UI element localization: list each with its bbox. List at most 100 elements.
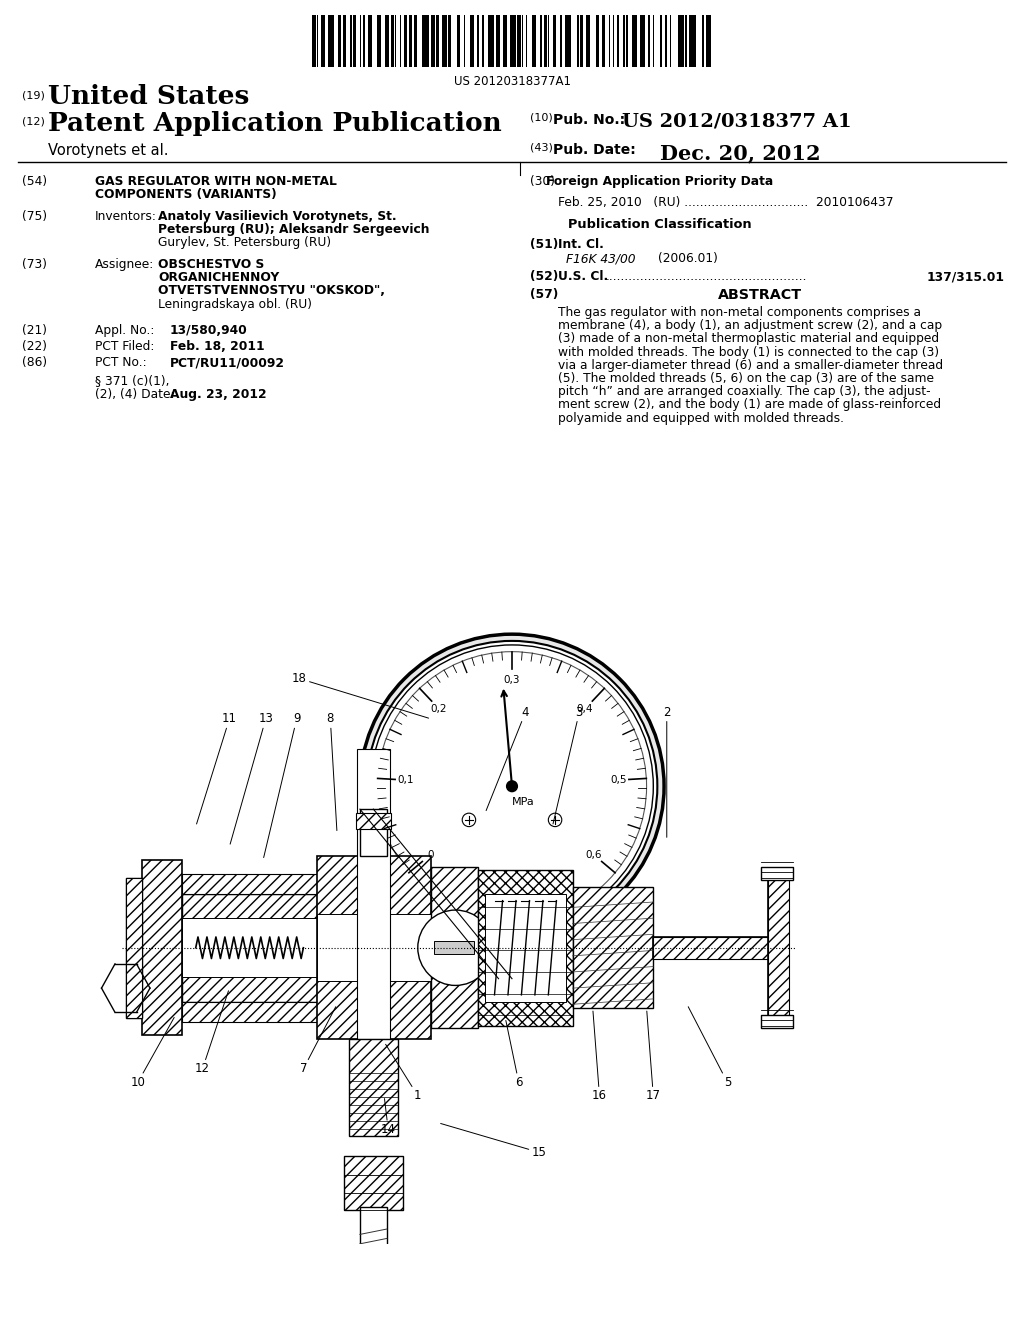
Bar [322, 15, 325, 67]
Text: § 371 (c)(1),: § 371 (c)(1), [95, 374, 170, 387]
Text: (30): (30) [530, 176, 555, 187]
Text: 1: 1 [386, 1044, 422, 1102]
Bar [393, 15, 395, 67]
Bar [431, 867, 478, 1028]
Circle shape [367, 642, 657, 932]
Bar [460, 15, 464, 67]
Text: 16: 16 [592, 1011, 607, 1102]
Bar [696, 15, 702, 67]
Text: 13: 13 [230, 713, 273, 843]
Bar [624, 15, 625, 67]
Text: 3: 3 [553, 706, 583, 824]
Text: (75): (75) [22, 210, 47, 223]
Bar [407, 15, 410, 67]
Text: 15: 15 [440, 1123, 547, 1159]
Bar [359, 1208, 387, 1304]
Bar [356, 813, 391, 829]
Text: Dec. 20, 2012: Dec. 20, 2012 [660, 143, 820, 162]
Text: F16K 43/00: F16K 43/00 [566, 252, 636, 265]
Text: Publication Classification: Publication Classification [568, 218, 752, 231]
Circle shape [462, 813, 476, 826]
Bar [372, 15, 377, 67]
Bar [685, 15, 687, 67]
Text: PCT No.:: PCT No.: [95, 356, 146, 370]
Bar [523, 15, 526, 67]
Text: PCT/RU11/00092: PCT/RU11/00092 [170, 356, 285, 370]
Bar [361, 15, 362, 67]
Text: GAS REGULATOR WITH NON-METAL: GAS REGULATOR WITH NON-METAL [95, 176, 337, 187]
Bar [586, 15, 590, 67]
Text: (3) made of a non-metal thermoplastic material and equipped: (3) made of a non-metal thermoplastic ma… [558, 333, 939, 346]
Text: 4: 4 [486, 706, 529, 810]
Text: 0,3: 0,3 [504, 675, 520, 685]
Bar [352, 1300, 395, 1320]
Bar [436, 15, 439, 67]
Bar [381, 15, 385, 67]
Text: (22): (22) [22, 341, 47, 352]
Bar [599, 15, 602, 67]
Text: 18: 18 [292, 672, 429, 718]
Text: ment screw (2), and the body (1) are made of glass-reinforced: ment screw (2), and the body (1) are mad… [558, 399, 941, 412]
Bar [478, 870, 572, 1026]
Bar [541, 15, 542, 67]
Text: The gas regulator with non-metal components comprises a: The gas regulator with non-metal compone… [558, 306, 921, 319]
Bar [689, 15, 696, 67]
Bar [396, 15, 400, 67]
Text: (2006.01): (2006.01) [658, 252, 718, 265]
Text: membrane (4), a body (1), an adjustment screw (2), and a cap: membrane (4), a body (1), an adjustment … [558, 319, 942, 333]
Bar [761, 1015, 794, 1028]
Bar [400, 15, 401, 67]
Bar [343, 15, 346, 67]
Text: 7: 7 [300, 1007, 336, 1076]
Text: 0: 0 [427, 850, 434, 859]
Bar [659, 15, 663, 67]
Bar [497, 15, 500, 67]
Bar [126, 878, 142, 1018]
Text: Pub. Date:: Pub. Date: [553, 143, 636, 157]
Bar [349, 15, 352, 67]
Bar [653, 937, 781, 958]
Bar [653, 937, 781, 958]
Circle shape [378, 652, 646, 921]
Bar [548, 15, 549, 67]
Bar [605, 15, 609, 67]
Bar [583, 15, 586, 67]
Bar [362, 15, 366, 67]
Circle shape [359, 634, 665, 939]
Bar [316, 913, 431, 981]
Bar [325, 15, 328, 67]
Bar [678, 15, 684, 67]
Text: (57): (57) [530, 288, 558, 301]
Bar [482, 15, 484, 67]
Text: 6: 6 [506, 1020, 522, 1089]
Text: Feb. 18, 2011: Feb. 18, 2011 [170, 341, 264, 352]
Bar [620, 15, 624, 67]
Text: Anatoly Vasilievich Vorotynets, St.: Anatoly Vasilievich Vorotynets, St. [158, 210, 396, 223]
Bar [542, 15, 544, 67]
Bar [479, 15, 482, 67]
Text: 5: 5 [688, 1007, 731, 1089]
Bar [547, 15, 548, 67]
Bar [629, 15, 632, 67]
Bar [366, 15, 368, 67]
Bar [702, 15, 703, 67]
Bar [638, 15, 640, 67]
Bar [182, 874, 316, 894]
Bar [670, 15, 671, 67]
Bar [521, 15, 522, 67]
Bar [650, 15, 653, 67]
Text: COMPONENTS (VARIANTS): COMPONENTS (VARIANTS) [95, 189, 276, 201]
Bar [315, 15, 317, 67]
Bar [671, 15, 678, 67]
Bar [142, 861, 182, 1035]
Bar [507, 15, 510, 67]
Bar [353, 15, 356, 67]
Bar [768, 874, 790, 1022]
Text: 8: 8 [327, 713, 337, 830]
Text: 0,5: 0,5 [610, 775, 627, 785]
Bar [356, 15, 360, 67]
Bar [712, 15, 714, 67]
Bar [126, 878, 142, 1018]
Bar [435, 15, 436, 67]
Text: US 20120318377A1: US 20120318377A1 [454, 75, 570, 88]
